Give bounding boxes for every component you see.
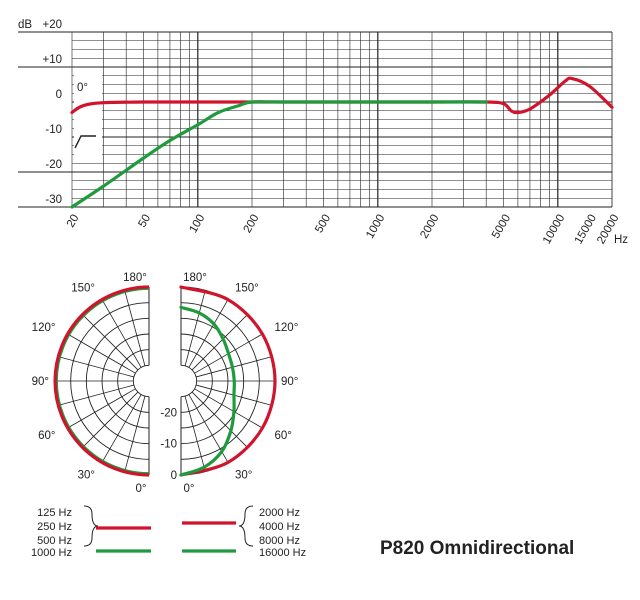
low-cut-filter-icon (74, 135, 96, 149)
polar-angle-label: 150° (235, 282, 259, 294)
response-curve-green (70, 100, 488, 209)
inset-angle-label: 0° (77, 82, 88, 94)
polar-pattern-chart: 0° 0° 30° 30° 60° 60° 90° 90° 120° 120° 150° 150° 18… (32, 272, 299, 495)
polar-spoke (101, 299, 142, 368)
polar-angle-label: 30° (78, 470, 95, 482)
legend-bracket (238, 505, 254, 547)
polar-radial-label: -20 (160, 407, 177, 419)
legend-item-label: 8000 Hz (259, 535, 300, 547)
polar-spoke (67, 388, 136, 429)
x-tick-label: 20 (65, 213, 82, 230)
polar-curve-red (53, 285, 150, 477)
polar-spoke (58, 384, 134, 406)
y-tick-label: -20 (45, 159, 62, 171)
legend-item-label: 16000 Hz (259, 547, 306, 559)
polar-angle-label: 90° (32, 376, 49, 388)
polar-curve-red (179, 285, 277, 477)
polar-curve-green (179, 305, 236, 477)
frequency-response-chart: +20 +10 0 -10 -20 -30 dB 20 50 100 200 500 1000 2000 5… (18, 19, 628, 246)
x-tick-label: 2000 (418, 213, 441, 241)
x-tick-label: 100 (187, 213, 207, 236)
x-axis-label: Hz (614, 234, 628, 246)
polar-spoke (124, 396, 146, 472)
y-axis-label: dB (18, 19, 32, 31)
y-tick-label: +20 (42, 19, 62, 31)
polar-spoke (184, 290, 206, 366)
x-tick-label: 10000 (541, 213, 567, 247)
response-curve-red (70, 76, 614, 115)
x-tick-label: 1000 (364, 213, 387, 241)
legend-item-label: 4000 Hz (259, 521, 300, 533)
polar-radial-label: 0 (171, 470, 177, 482)
y-tick-label: +10 (42, 54, 62, 66)
polar-spoke (194, 388, 263, 429)
polar-spoke (184, 396, 206, 472)
polar-spoke (188, 299, 229, 368)
polar-angle-label: 60° (38, 430, 55, 442)
polar-ring (132, 364, 150, 398)
x-tick-label: 5000 (490, 213, 513, 241)
polar-angle-label: 30° (235, 470, 252, 482)
polar-spoke (82, 314, 139, 371)
polar-spoke (124, 290, 146, 366)
y-tick-label: 0 (56, 89, 62, 101)
polar-spoke (58, 356, 134, 378)
polar-angle-label: 150° (71, 282, 95, 294)
polar-angle-label: 120° (32, 322, 56, 334)
polar-spoke (101, 394, 142, 463)
polar-angle-label: 180° (123, 272, 147, 284)
polar-angle-label: 0° (184, 483, 195, 495)
x-tick-label: 50 (136, 213, 153, 230)
polar-angle-label: 60° (275, 430, 292, 442)
polar-spoke (191, 314, 248, 371)
legend-item-label: 125 Hz (37, 507, 72, 519)
legend-bracket (83, 505, 99, 547)
polar-spoke (82, 391, 139, 448)
legend-item-label: 500 Hz (37, 535, 72, 547)
polar-spoke (191, 391, 248, 448)
legend-item-label: 1000 Hz (31, 547, 72, 559)
y-tick-label: -30 (45, 194, 62, 206)
x-tick-label: 200 (242, 213, 262, 236)
polar-spoke (67, 333, 136, 374)
polar-angle-label: 180° (183, 272, 207, 284)
polar-angle-label: 0° (136, 483, 147, 495)
polar-angle-label: 120° (275, 322, 299, 334)
polar-radial-label: -10 (160, 439, 177, 451)
polar-angle-label: 90° (281, 376, 298, 388)
polar-ring (180, 364, 198, 398)
x-tick-label: 500 (313, 213, 333, 236)
y-tick-label: -10 (45, 124, 62, 136)
legend-item-label: 250 Hz (37, 521, 72, 533)
legend-item-label: 2000 Hz (259, 507, 300, 519)
product-title: P820 Omnidirectional (380, 538, 575, 559)
